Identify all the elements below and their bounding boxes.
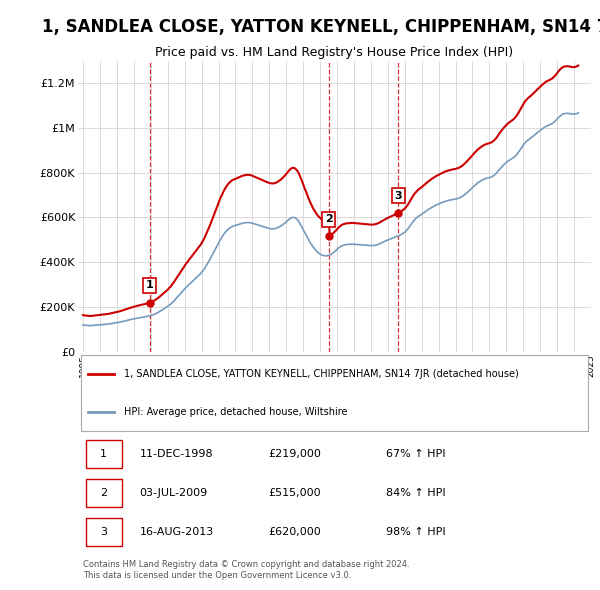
Text: 03-JUL-2009: 03-JUL-2009: [140, 489, 208, 499]
Text: HPI: Average price, detached house, Wiltshire: HPI: Average price, detached house, Wilt…: [124, 407, 347, 417]
Text: Price paid vs. HM Land Registry's House Price Index (HPI): Price paid vs. HM Land Registry's House …: [155, 46, 514, 59]
Text: 1: 1: [100, 450, 107, 460]
Text: 3: 3: [395, 191, 402, 201]
Text: 1, SANDLEA CLOSE, YATTON KEYNELL, CHIPPENHAM, SN14 7JR: 1, SANDLEA CLOSE, YATTON KEYNELL, CHIPPE…: [42, 18, 600, 36]
Text: 2: 2: [325, 214, 332, 224]
Text: 84% ↑ HPI: 84% ↑ HPI: [386, 489, 445, 499]
Text: 98% ↑ HPI: 98% ↑ HPI: [386, 527, 445, 537]
Text: 67% ↑ HPI: 67% ↑ HPI: [386, 450, 445, 460]
Text: 3: 3: [100, 527, 107, 537]
Text: 1: 1: [146, 280, 154, 290]
Text: 1, SANDLEA CLOSE, YATTON KEYNELL, CHIPPENHAM, SN14 7JR (detached house): 1, SANDLEA CLOSE, YATTON KEYNELL, CHIPPE…: [124, 369, 519, 379]
FancyBboxPatch shape: [86, 479, 122, 507]
Text: £219,000: £219,000: [268, 450, 320, 460]
Text: £515,000: £515,000: [268, 489, 320, 499]
Text: £620,000: £620,000: [268, 527, 320, 537]
FancyBboxPatch shape: [86, 440, 122, 468]
Text: 11-DEC-1998: 11-DEC-1998: [140, 450, 213, 460]
Text: Contains HM Land Registry data © Crown copyright and database right 2024.
This d: Contains HM Land Registry data © Crown c…: [83, 560, 410, 579]
FancyBboxPatch shape: [80, 355, 589, 431]
FancyBboxPatch shape: [86, 518, 122, 546]
Text: 16-AUG-2013: 16-AUG-2013: [140, 527, 214, 537]
Text: 2: 2: [100, 489, 107, 499]
